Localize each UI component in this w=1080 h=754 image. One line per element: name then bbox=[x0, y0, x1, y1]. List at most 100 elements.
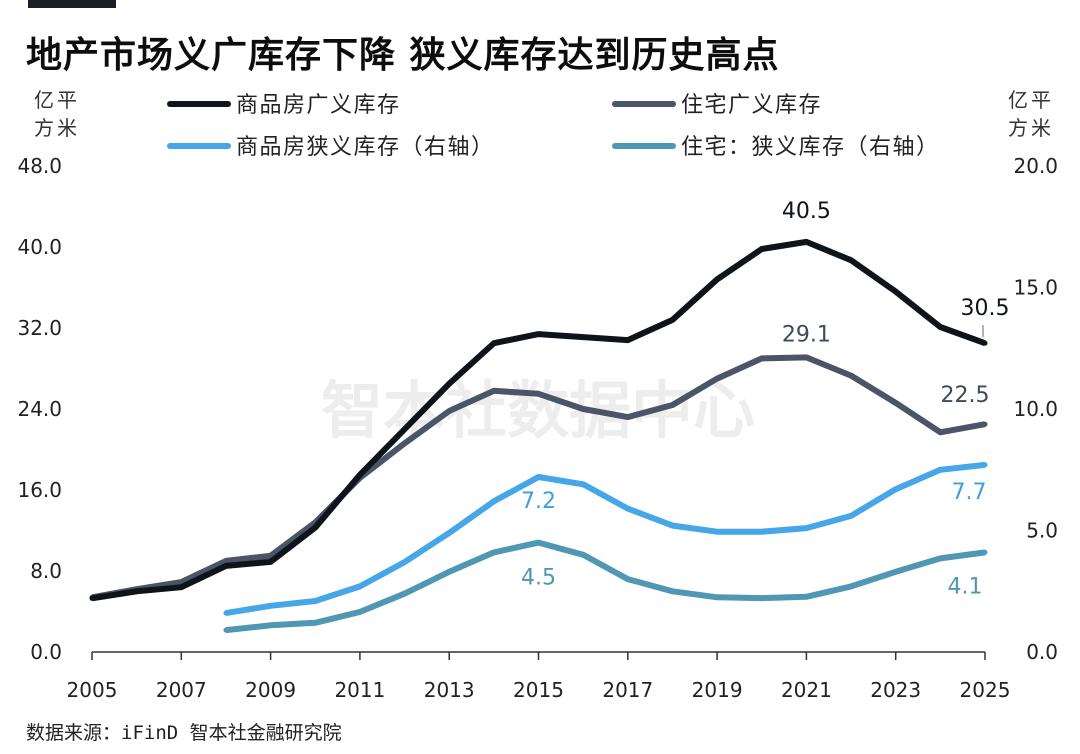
series-0-point bbox=[446, 381, 452, 387]
data-label: 22.5 bbox=[941, 383, 990, 408]
series-2-point bbox=[803, 525, 809, 531]
series-3-point bbox=[223, 627, 229, 633]
series-2-point bbox=[982, 462, 988, 468]
series-1-point bbox=[536, 391, 541, 397]
series-1-point bbox=[223, 558, 229, 564]
series-1-point bbox=[937, 429, 943, 435]
chart-title: 地产市场义广库存下降 狭义库存达到历史高点 bbox=[26, 35, 780, 76]
x-tick-label-2013: 2013 bbox=[424, 678, 475, 702]
series-2-point bbox=[669, 523, 675, 529]
legend-label-3: 住宅：狭义库存（右轴） bbox=[681, 135, 940, 160]
data-label: 29.1 bbox=[782, 322, 831, 347]
x-tick-label-2009: 2009 bbox=[245, 678, 296, 702]
series-1-point bbox=[268, 553, 274, 559]
series-3-point bbox=[446, 569, 452, 575]
x-tick-label-2007: 2007 bbox=[156, 678, 207, 702]
series-0-point bbox=[178, 584, 184, 590]
series-0-point bbox=[848, 257, 854, 263]
series-3-point bbox=[848, 583, 854, 589]
x-tick-label-2023: 2023 bbox=[870, 678, 921, 702]
left-axis-unit-line-2: 方米 bbox=[34, 116, 80, 140]
series-2-point bbox=[848, 513, 854, 519]
right-axis-unit-line-2: 方米 bbox=[1008, 116, 1054, 140]
series-2-point bbox=[759, 529, 765, 535]
series-2-point bbox=[223, 610, 229, 616]
series-2-point bbox=[893, 486, 899, 492]
x-tick-label-2011: 2011 bbox=[334, 678, 385, 702]
legend-label-0: 商品房广义库存 bbox=[236, 93, 401, 118]
series-2-point bbox=[580, 481, 586, 487]
y-right-tick-label: 20.0 bbox=[1013, 154, 1058, 178]
series-3-point bbox=[893, 569, 899, 575]
data-label: 40.5 bbox=[782, 199, 831, 224]
series-2-point bbox=[446, 530, 452, 536]
series-0-point bbox=[491, 340, 497, 346]
series-1-point bbox=[446, 408, 452, 414]
x-tick-label-2019: 2019 bbox=[692, 678, 743, 702]
data-source-note: 数据来源：iFinD 智本社金融研究院 bbox=[26, 722, 342, 744]
series-3-point bbox=[669, 588, 675, 594]
series-0-point bbox=[669, 317, 675, 323]
series-3-point bbox=[759, 595, 765, 601]
series-1-point bbox=[803, 354, 809, 360]
series-0-point bbox=[759, 246, 765, 252]
series-1-point bbox=[982, 421, 988, 427]
series-1-point bbox=[893, 400, 899, 406]
series-0-point bbox=[402, 426, 408, 432]
data-label: 7.2 bbox=[521, 489, 556, 514]
series-1-point bbox=[848, 373, 854, 379]
series-2-point bbox=[357, 583, 363, 589]
series-3-point bbox=[536, 540, 541, 546]
x-tick-label-2025: 2025 bbox=[960, 678, 1011, 702]
series-0-point bbox=[268, 559, 274, 565]
series-0-point bbox=[536, 331, 541, 337]
y-left-tick-label: 32.0 bbox=[17, 316, 62, 340]
data-label: 4.5 bbox=[521, 566, 556, 591]
y-right-tick-label: 10.0 bbox=[1013, 397, 1058, 421]
series-2-point bbox=[268, 603, 274, 609]
series-2-point bbox=[491, 498, 497, 504]
series-2-point bbox=[536, 474, 541, 480]
series-3-point bbox=[312, 620, 318, 626]
y-right-tick-label: 0.0 bbox=[1026, 640, 1058, 664]
y-left-tick-label: 0.0 bbox=[30, 640, 62, 664]
y-left-tick-label: 8.0 bbox=[30, 559, 62, 583]
series-0-point bbox=[714, 276, 720, 282]
y-left-tick-label: 16.0 bbox=[17, 478, 62, 502]
series-3-point bbox=[714, 594, 720, 600]
series-0-point bbox=[357, 472, 363, 478]
right-axis-unit-line-1: 亿平 bbox=[1008, 88, 1054, 112]
series-3-point bbox=[937, 555, 943, 561]
x-tick-label-2015: 2015 bbox=[513, 678, 564, 702]
series-0-point bbox=[937, 324, 943, 330]
watermark-text: 智本社数据中心 bbox=[321, 374, 755, 447]
y-left-tick-label: 48.0 bbox=[17, 154, 62, 178]
y-right-tick-label: 15.0 bbox=[1013, 276, 1058, 300]
series-2-point bbox=[402, 559, 408, 565]
series-0-point bbox=[893, 289, 899, 295]
series-0-point bbox=[134, 588, 140, 594]
series-3-point bbox=[625, 576, 631, 582]
series-3-point bbox=[491, 549, 497, 555]
left-axis-unit: 亿平 方米 bbox=[34, 86, 84, 142]
data-label: 4.1 bbox=[948, 574, 983, 599]
series-1-point bbox=[402, 440, 408, 446]
series-2-point bbox=[312, 598, 318, 604]
legend-label-1: 住宅广义库存 bbox=[681, 93, 822, 118]
series-0-point bbox=[625, 337, 631, 343]
legend-label-2: 商品房狭义库存（右轴） bbox=[236, 135, 495, 160]
series-3-point bbox=[982, 549, 988, 555]
series-1-point bbox=[625, 414, 631, 420]
series-3-point bbox=[268, 622, 274, 628]
title-accent-bar bbox=[28, 0, 116, 8]
left-axis-unit-line-1: 亿平 bbox=[34, 88, 80, 112]
data-label: 7.7 bbox=[952, 480, 987, 505]
series-0-point bbox=[312, 524, 318, 530]
series-3-point bbox=[803, 594, 809, 600]
series-1-point bbox=[759, 355, 765, 361]
series-3-point bbox=[580, 552, 586, 558]
series-0-point bbox=[580, 334, 586, 340]
series-3-point bbox=[357, 609, 363, 615]
y-left-tick-label: 40.0 bbox=[17, 235, 62, 259]
series-0-point bbox=[803, 239, 809, 245]
